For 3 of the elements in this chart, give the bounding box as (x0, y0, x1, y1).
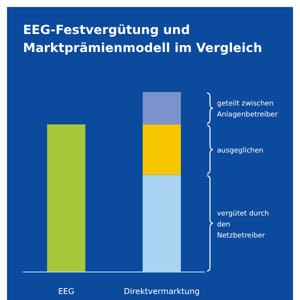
chart-title: EEG-Festvergütung und Marktprämienmodell im Vergleich (23, 22, 262, 55)
x-tick-label: Direktvermarktung (124, 287, 200, 296)
x-tick-label: EEG (58, 287, 74, 296)
